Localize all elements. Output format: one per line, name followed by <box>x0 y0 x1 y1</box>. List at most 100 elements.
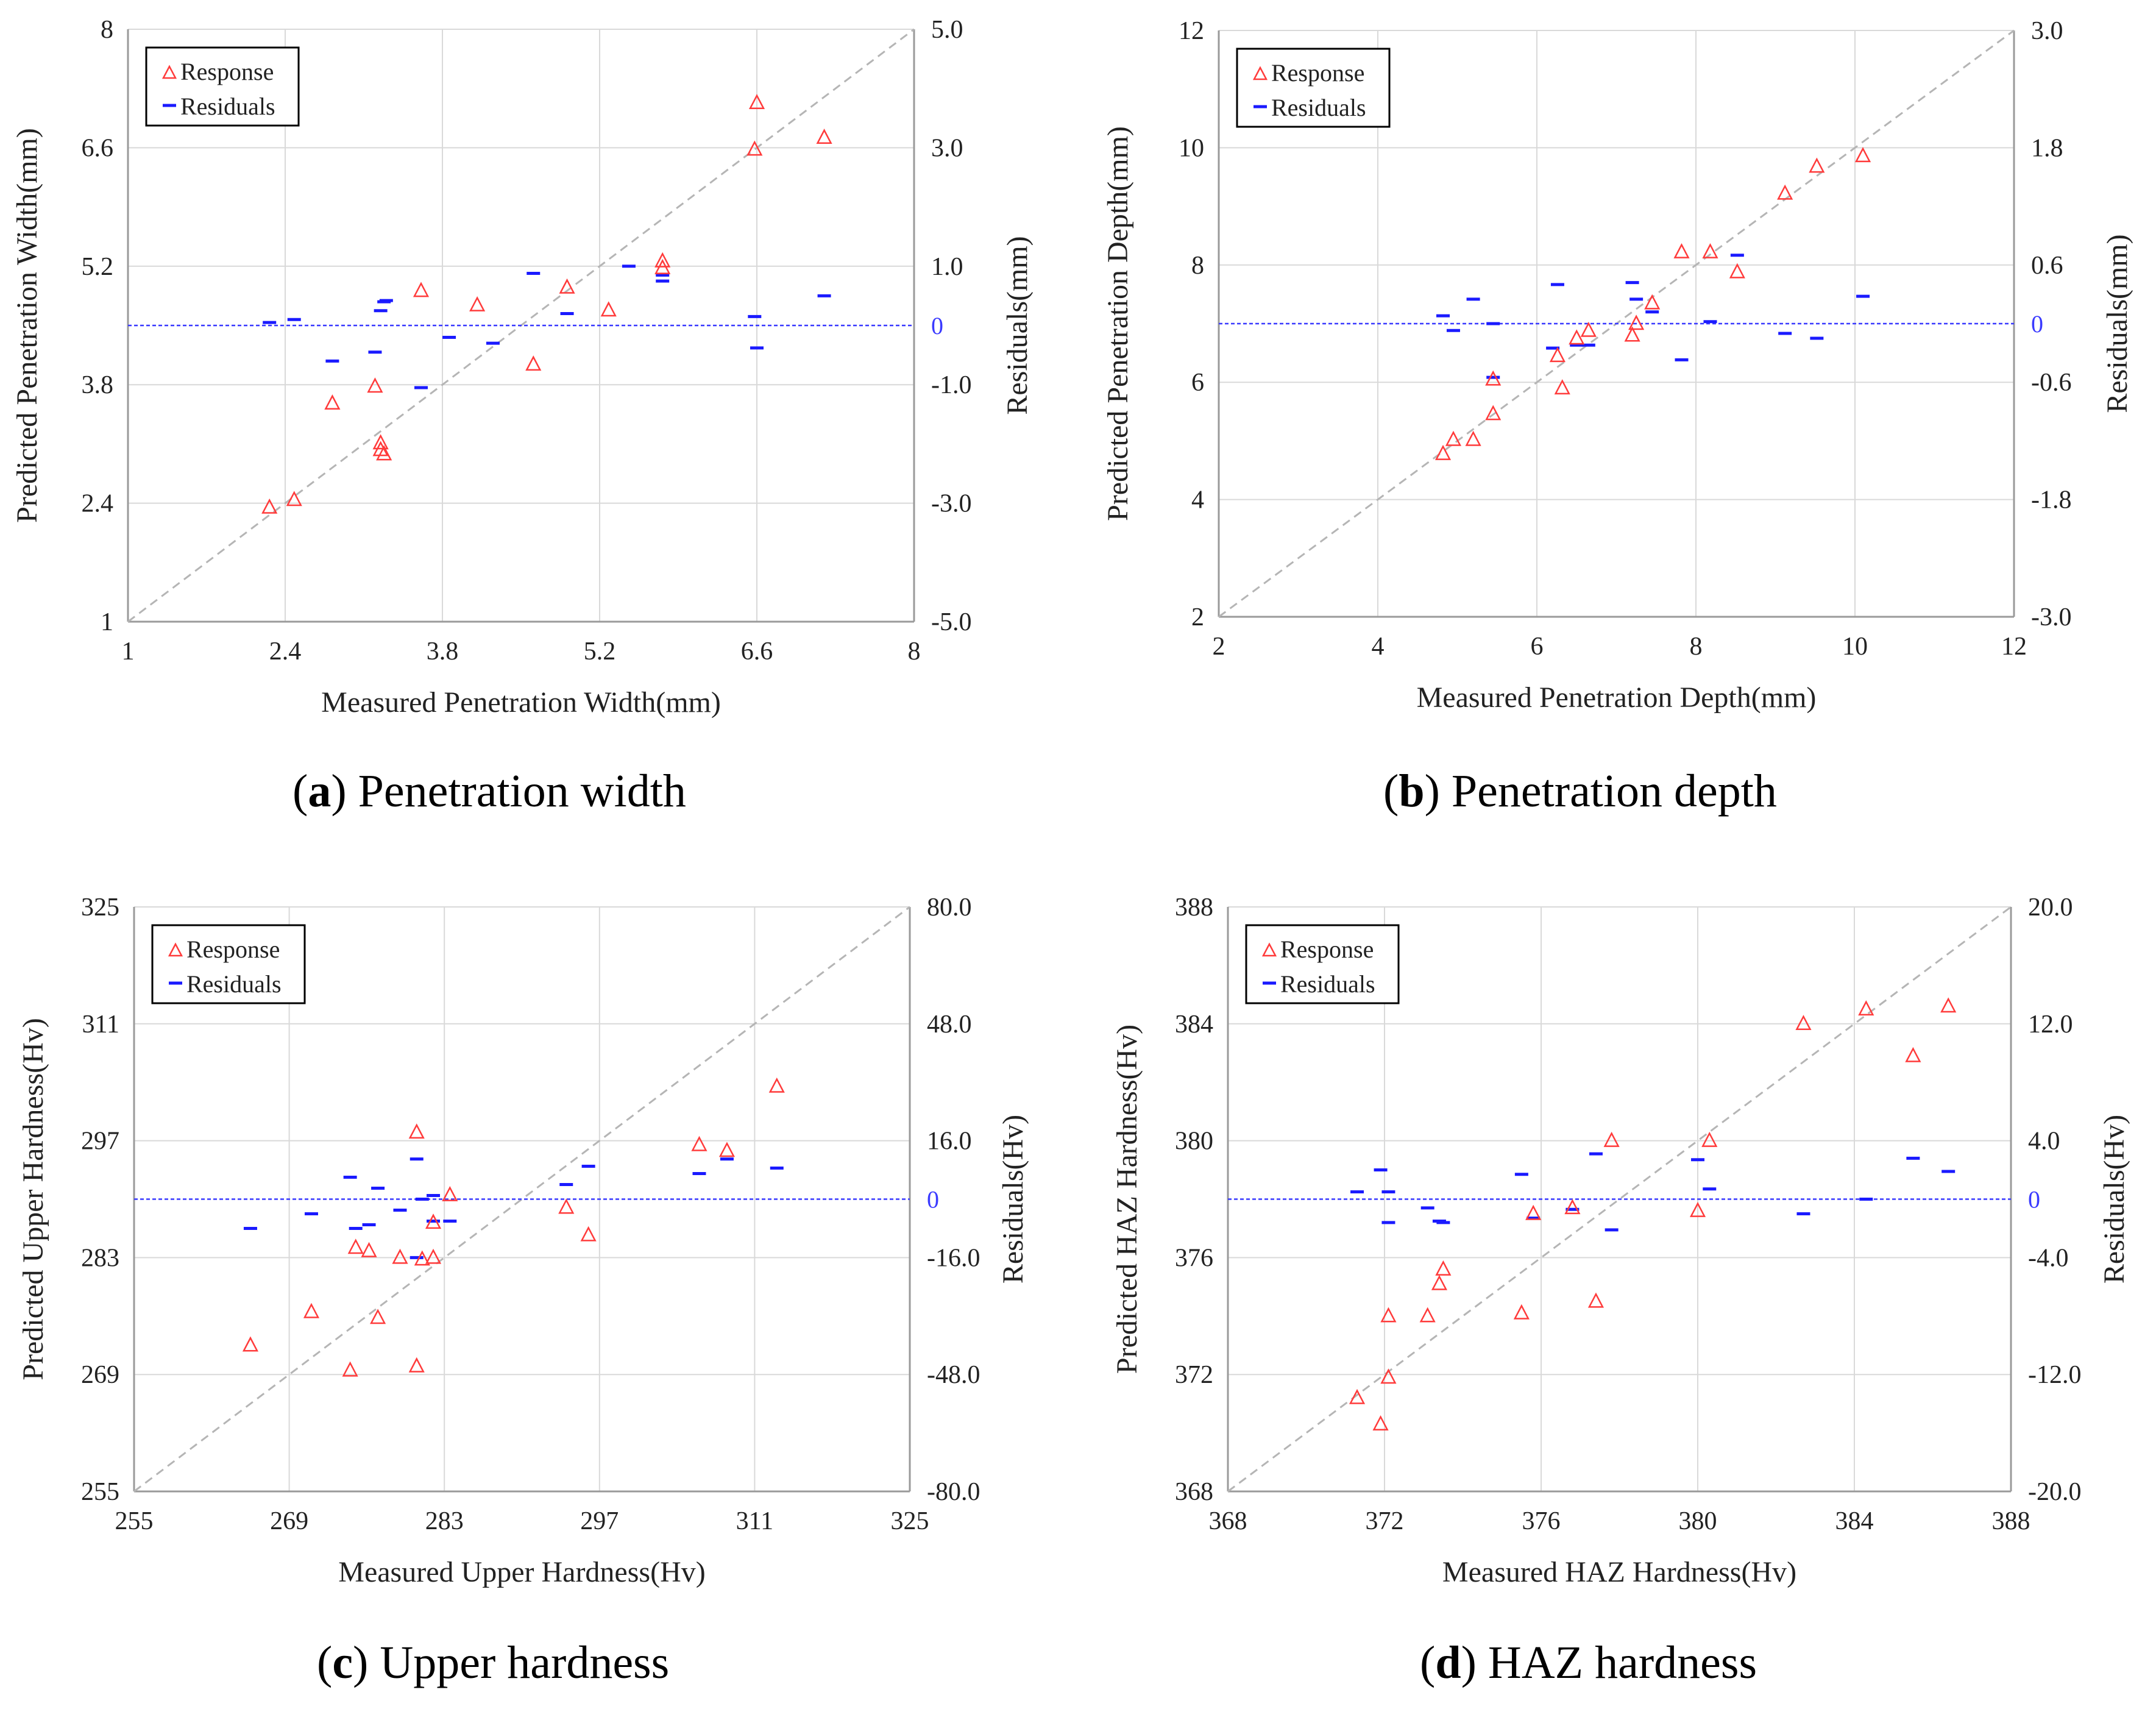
response-point <box>1554 379 1570 395</box>
caption-b: (b) Penetration depth <box>1383 766 1777 817</box>
x-tick-label: 6 <box>1531 633 1544 661</box>
legend-response-marker <box>161 65 177 79</box>
x-tick-label: 3.8 <box>427 638 459 666</box>
y-tick-label: 380 <box>1175 1128 1213 1156</box>
y2-tick-label: 0.6 <box>2031 252 2063 280</box>
legend: Response Residuals <box>1245 924 1400 1004</box>
y2-tick-label: 12.0 <box>2028 1011 2073 1039</box>
y2-tick-label: 3.0 <box>2031 17 2063 45</box>
x-tick-label: 8 <box>1690 633 1703 661</box>
x-tick-label: 376 <box>1522 1507 1561 1535</box>
response-point <box>286 491 302 506</box>
response-point <box>1465 430 1481 446</box>
x-tick-label: 2.4 <box>269 638 302 666</box>
response-point <box>558 1198 575 1214</box>
response-point <box>342 1361 358 1377</box>
y2-tick-label: -1.8 <box>2031 486 2072 514</box>
response-point <box>1380 1368 1397 1384</box>
x-tick-label: 372 <box>1366 1507 1404 1535</box>
caption-a: (a) Penetration width <box>293 766 686 817</box>
diagonal-reference-line <box>1227 906 2012 1493</box>
y-tick-label: 2.4 <box>82 490 114 518</box>
y-axis-title: Predicted Penetration Width(mm) <box>11 128 43 523</box>
legend: Response Residuals <box>151 924 306 1004</box>
response-point <box>324 394 341 410</box>
y-tick-label: 3.8 <box>82 371 114 399</box>
legend: Response Residuals <box>1236 48 1391 128</box>
y-tick-label: 384 <box>1175 1011 1213 1039</box>
response-point <box>1525 1204 1542 1220</box>
x-tick-label: 297 <box>580 1507 619 1535</box>
legend-residuals-label: Residuals <box>1271 94 1366 121</box>
y2-axis-title: Residuals(Hv) <box>997 1115 1029 1284</box>
response-point <box>408 1357 425 1373</box>
response-point <box>600 301 617 317</box>
y-tick-label: 372 <box>1175 1361 1213 1389</box>
response-point <box>1854 147 1871 163</box>
response-point <box>370 1309 386 1324</box>
y-tick-label: 10 <box>1179 134 1204 162</box>
y2-tick-label: -12.0 <box>2028 1361 2082 1389</box>
legend-box <box>1245 924 1400 1004</box>
x-axis-title: Measured Upper Hardness(Hv) <box>338 1556 705 1588</box>
y-axis-title: Predicted Upper Hardness(Hv) <box>17 1018 49 1380</box>
response-point <box>414 1250 430 1266</box>
y2-tick-label: 48.0 <box>927 1011 972 1039</box>
y2-tick-label: 5.0 <box>931 16 963 44</box>
response-point <box>1858 1000 1874 1016</box>
y2-tick-label: 80.0 <box>927 894 972 922</box>
response-point <box>1549 347 1566 363</box>
x-tick-label: 12 <box>2001 633 2027 661</box>
legend-residuals-label: Residuals <box>180 93 275 120</box>
x-tick-label: 2 <box>1213 633 1225 661</box>
response-point <box>1795 1015 1812 1031</box>
y2-tick-label: -1.0 <box>931 371 972 399</box>
response-point <box>392 1248 408 1264</box>
x-tick-label: 255 <box>115 1507 154 1535</box>
x-tick-label: 368 <box>1209 1507 1247 1535</box>
response-point <box>1372 1415 1389 1430</box>
diagonal-reference-line <box>133 906 910 1493</box>
response-point <box>1580 321 1597 337</box>
y-tick-label: 368 <box>1175 1478 1213 1506</box>
y-tick-label: 6.6 <box>82 134 114 162</box>
y2-tick-label: -16.0 <box>927 1244 980 1272</box>
x-tick-label: 8 <box>908 638 921 666</box>
response-point <box>1569 329 1585 345</box>
y-tick-label: 8 <box>101 16 113 44</box>
y-tick-label: 388 <box>1175 894 1213 922</box>
x-axis-title: Measured Penetration Width(mm) <box>321 686 721 719</box>
legend-response-label: Response <box>186 936 280 963</box>
legend-response-label: Response <box>1280 936 1374 963</box>
response-point <box>413 282 430 297</box>
response-point <box>469 296 486 311</box>
response-point <box>242 1336 259 1352</box>
y2-tick-label: -80.0 <box>927 1478 980 1506</box>
y2-axis-title: Residuals(mm) <box>1001 236 1034 414</box>
y2-tick-label: -4.0 <box>2028 1244 2069 1272</box>
y2-tick-label: -0.6 <box>2031 369 2072 397</box>
x-tick-label: 384 <box>1835 1507 1874 1535</box>
y-tick-label: 325 <box>81 894 119 922</box>
y-tick-label: 6 <box>1191 369 1204 397</box>
legend-residuals-label: Residuals <box>186 970 282 998</box>
x-axis-title: Measured Penetration Depth(mm) <box>1417 681 1817 714</box>
y-tick-label: 1 <box>101 608 113 636</box>
y-tick-label: 297 <box>81 1128 119 1156</box>
legend-response-marker <box>168 942 183 957</box>
y2-tick-label: -5.0 <box>931 608 972 636</box>
response-point <box>376 445 392 461</box>
y2-tick-label: -3.0 <box>931 490 972 518</box>
response-point <box>816 129 832 144</box>
response-point <box>442 1185 458 1201</box>
x-tick-label: 5.2 <box>584 638 616 666</box>
x-tick-label: 388 <box>1992 1507 2030 1535</box>
response-point <box>654 252 671 268</box>
y-tick-label: 255 <box>81 1478 119 1506</box>
y-tick-label: 283 <box>81 1244 119 1272</box>
response-point <box>1940 997 1957 1013</box>
y2-zero-label: 0 <box>931 312 943 339</box>
response-point <box>1485 370 1502 386</box>
y-tick-label: 269 <box>81 1361 119 1389</box>
